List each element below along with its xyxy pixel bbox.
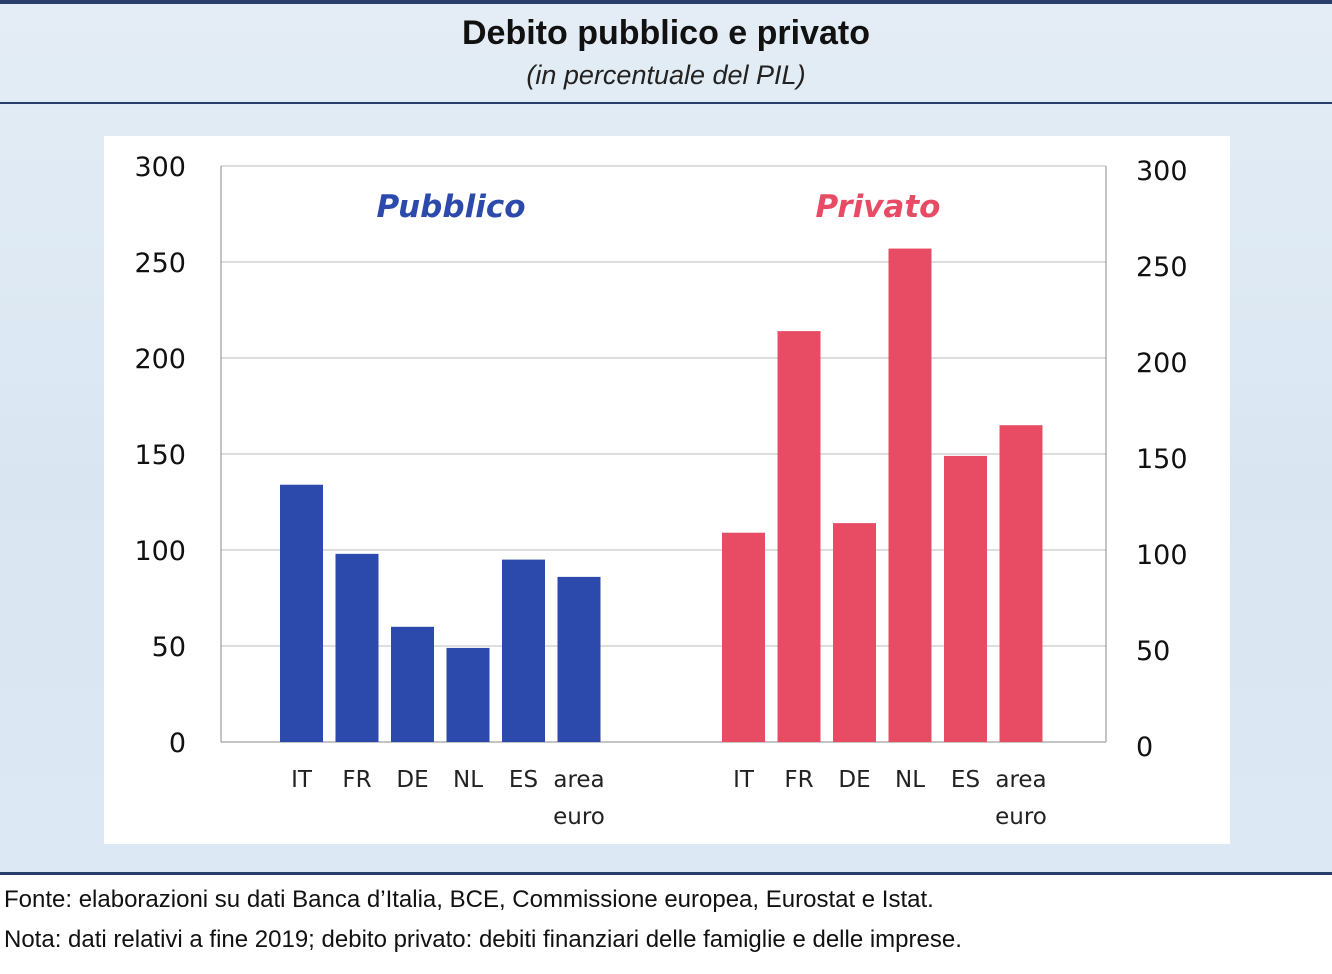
bar [722,532,765,742]
footer-source: Fonte: elaborazioni su dati Banca d’Ital… [4,886,934,913]
bar [335,553,379,742]
x-tick-label: FR [784,767,813,793]
chart-area: 0 0 50 50 100 100 150 150 200 200 250 250 300 300 Pubb… [104,136,1230,844]
bar [391,626,434,742]
bar [557,576,601,742]
x-tick-label: DE [838,767,870,793]
bar [777,331,821,742]
footer-note: Nota: dati relativi a fine 2019; debito … [4,926,962,953]
x-tick-label: IT [291,767,313,793]
x-tick-label: FR [342,767,371,793]
top-rule [0,0,1332,4]
bar [502,559,545,742]
x-tick-label: area [995,767,1046,793]
x-tick-label: NL [453,767,483,793]
y-tick-label-left: 300 [134,152,186,183]
x-tick-label: IT [733,767,755,793]
y-tick-label-left: 0 [169,728,186,759]
y-tick-label-left: 250 [134,248,186,279]
y-tick-label-right: 50 [1136,636,1170,667]
y-tick-label-left: 150 [134,440,186,471]
bar [446,647,490,742]
y-tick-label-right: 0 [1136,732,1153,763]
y-tick-label-right: 100 [1136,540,1188,571]
x-tick-label: ES [509,767,538,793]
bar [944,455,987,742]
y-tick-label-right: 250 [1136,252,1188,283]
bottom-rule [0,872,1332,875]
chart-title: Debito pubblico e privato [461,14,871,52]
y-tick-label-right: 200 [1136,348,1188,379]
y-tick-label-left: 50 [152,632,186,663]
x-tick-label: area [553,767,604,793]
x-tick-label: DE [396,767,428,793]
x-tick-label: euro [553,804,605,830]
series-label-privato: Privato [816,189,941,225]
chart-subtitle: (in percentuale del PIL) [526,60,806,90]
bar [999,425,1043,742]
y-tick-label-left: 200 [134,344,186,375]
y-tick-label-left: 100 [134,536,186,567]
figure-panel: Debito pubblico e privato (in percentual… [0,0,1332,875]
title-rule [0,102,1332,104]
bar [280,484,323,742]
bar-chart: 0 0 50 50 100 100 150 150 200 200 250 250 300 300 Pubb… [134,152,1188,830]
series-label-pubblico: Pubblico [377,189,526,225]
bar [833,523,876,742]
x-tick-label: ES [951,767,980,793]
y-tick-label-right: 300 [1136,156,1188,187]
x-tick-label: NL [895,767,925,793]
y-tick-label-right: 150 [1136,444,1188,475]
x-tick-label: euro [995,804,1047,830]
bar [888,248,932,742]
